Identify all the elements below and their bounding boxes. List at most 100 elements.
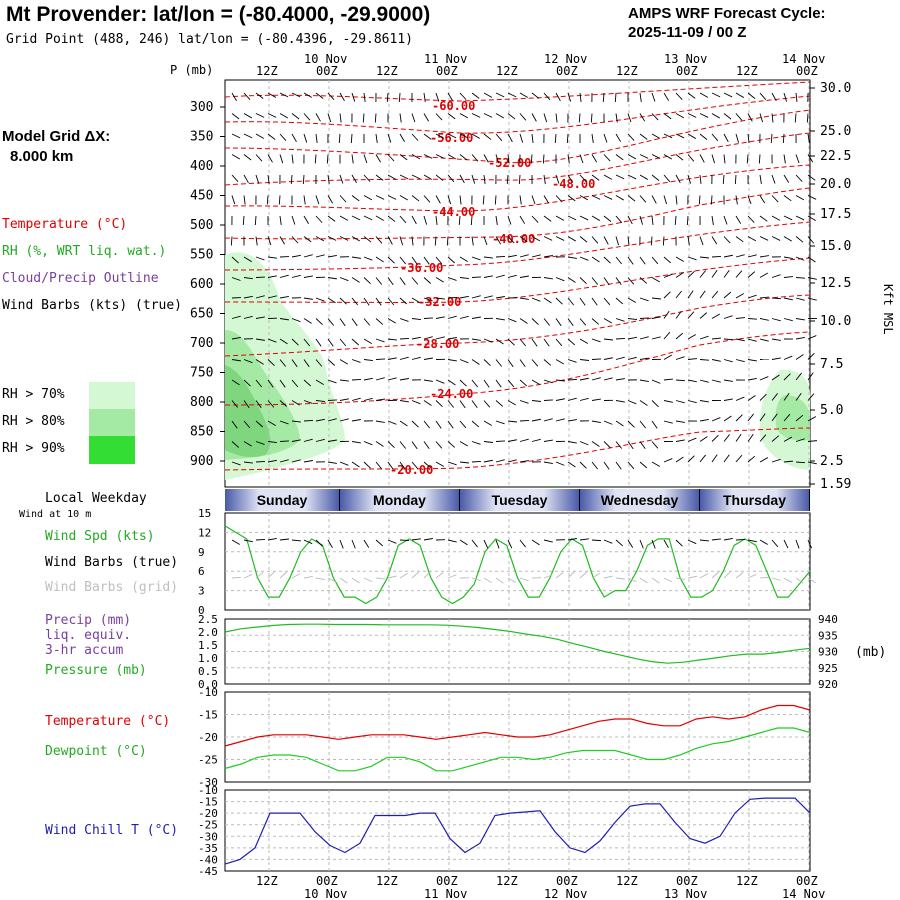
rh80-swatch <box>89 409 135 436</box>
wind-barb <box>351 154 354 164</box>
wind-barb <box>435 215 438 225</box>
wind-barb <box>291 400 300 406</box>
wind-barb <box>435 297 445 300</box>
wind-barb <box>471 379 479 388</box>
wind-barb <box>795 354 804 360</box>
wind-barb <box>591 256 600 263</box>
wind-barb <box>639 277 648 284</box>
grid-wind-barb <box>303 575 313 579</box>
wind-barb <box>291 338 299 346</box>
wind-barb <box>411 297 420 304</box>
grid-wind-barb <box>519 577 529 582</box>
wind-barb <box>591 215 600 221</box>
true-wind-barb <box>687 539 697 545</box>
wind-barb <box>759 215 768 222</box>
bottom-time-tick-label: 12Z <box>256 874 278 888</box>
wind-barb <box>783 195 792 202</box>
wind-barb <box>807 416 817 422</box>
chill-panel-tick-label: -45 <box>198 865 218 878</box>
wind-barb <box>567 92 572 102</box>
wind-barb <box>231 256 239 264</box>
kft-tick-label: 5.0 <box>820 403 843 418</box>
wind-barb <box>327 461 337 464</box>
grid-wind-barb <box>615 577 625 580</box>
true-wind-barb <box>339 539 344 549</box>
wind-barb <box>290 174 293 185</box>
wind-barb <box>255 113 265 118</box>
wind-barb <box>243 461 253 464</box>
wind-barb <box>759 376 769 381</box>
wind-barb <box>291 236 299 244</box>
wind-barb <box>591 420 601 423</box>
wind-barb <box>675 92 683 100</box>
wind-barb <box>687 270 695 278</box>
bottom-time-tick-label: 00Z <box>796 874 818 888</box>
wind-barb <box>471 276 482 278</box>
wind-barb <box>423 256 430 265</box>
wind-barb <box>771 236 781 241</box>
wind-barb <box>615 378 625 381</box>
wind-barb <box>351 195 360 202</box>
wind-barb <box>303 338 311 347</box>
wind-barb <box>555 338 563 347</box>
wind-barb <box>279 154 284 164</box>
wind-barb <box>435 420 442 429</box>
wind-barb <box>771 215 781 221</box>
wind-barb <box>351 359 361 363</box>
wind-barb <box>795 318 805 321</box>
true-wind-barb <box>291 539 301 542</box>
wind-barb <box>302 174 305 185</box>
wind-barb <box>603 236 609 245</box>
label-wind-chill: Wind Chill T (°C) <box>45 823 179 838</box>
wind-barb <box>555 113 558 123</box>
wind-barb <box>579 338 588 344</box>
wind-barb <box>363 154 368 164</box>
grid-wind-barb <box>651 577 660 584</box>
wind-barb <box>615 154 624 161</box>
wind-barb <box>339 338 347 347</box>
wind-barb <box>231 461 241 466</box>
wind-barb <box>615 400 625 403</box>
wind-barb <box>267 400 275 408</box>
wind-barb <box>459 359 469 364</box>
wind-barb <box>735 396 745 401</box>
wind-barb <box>603 441 611 449</box>
legend-rh80: RH > 80% <box>2 414 65 429</box>
wind-barb <box>579 441 589 446</box>
wind-barb <box>447 297 458 299</box>
wind-barb <box>567 441 577 444</box>
wind-barb <box>722 174 725 185</box>
wind-barb <box>711 434 719 442</box>
wind-barb <box>747 359 757 362</box>
wind-barb <box>543 236 553 241</box>
wind-barb <box>675 439 685 442</box>
wind-barb <box>627 318 637 320</box>
wind-barb <box>687 113 697 118</box>
wind-barb <box>675 420 685 423</box>
wind-barb <box>555 398 565 401</box>
wind-barb <box>447 92 453 101</box>
wind-barb <box>639 92 642 102</box>
wind-barb <box>423 113 429 122</box>
wind-barb <box>627 195 636 202</box>
wind-barb <box>555 277 565 282</box>
pressure-tick-label: 300 <box>190 100 213 115</box>
wind-barb <box>471 154 479 162</box>
wind-barb <box>675 379 686 382</box>
pressure-tick-label: 550 <box>190 248 213 263</box>
wind-barb <box>435 379 445 384</box>
wind-barb <box>495 318 505 321</box>
wind-barb <box>231 113 240 120</box>
grid-wind-barb <box>411 571 419 579</box>
temperature-contour-label: -52.00 <box>488 156 531 170</box>
wind-barb <box>555 359 564 365</box>
wind-barb <box>771 113 774 123</box>
wind-barb <box>783 460 794 463</box>
wind-barb <box>411 318 421 321</box>
wind-barb <box>615 441 622 449</box>
wind-barb <box>567 338 576 346</box>
true-wind-barb <box>387 539 397 544</box>
wind-barb <box>555 92 561 102</box>
wind-barb <box>687 455 695 463</box>
wind-barb <box>639 379 649 382</box>
